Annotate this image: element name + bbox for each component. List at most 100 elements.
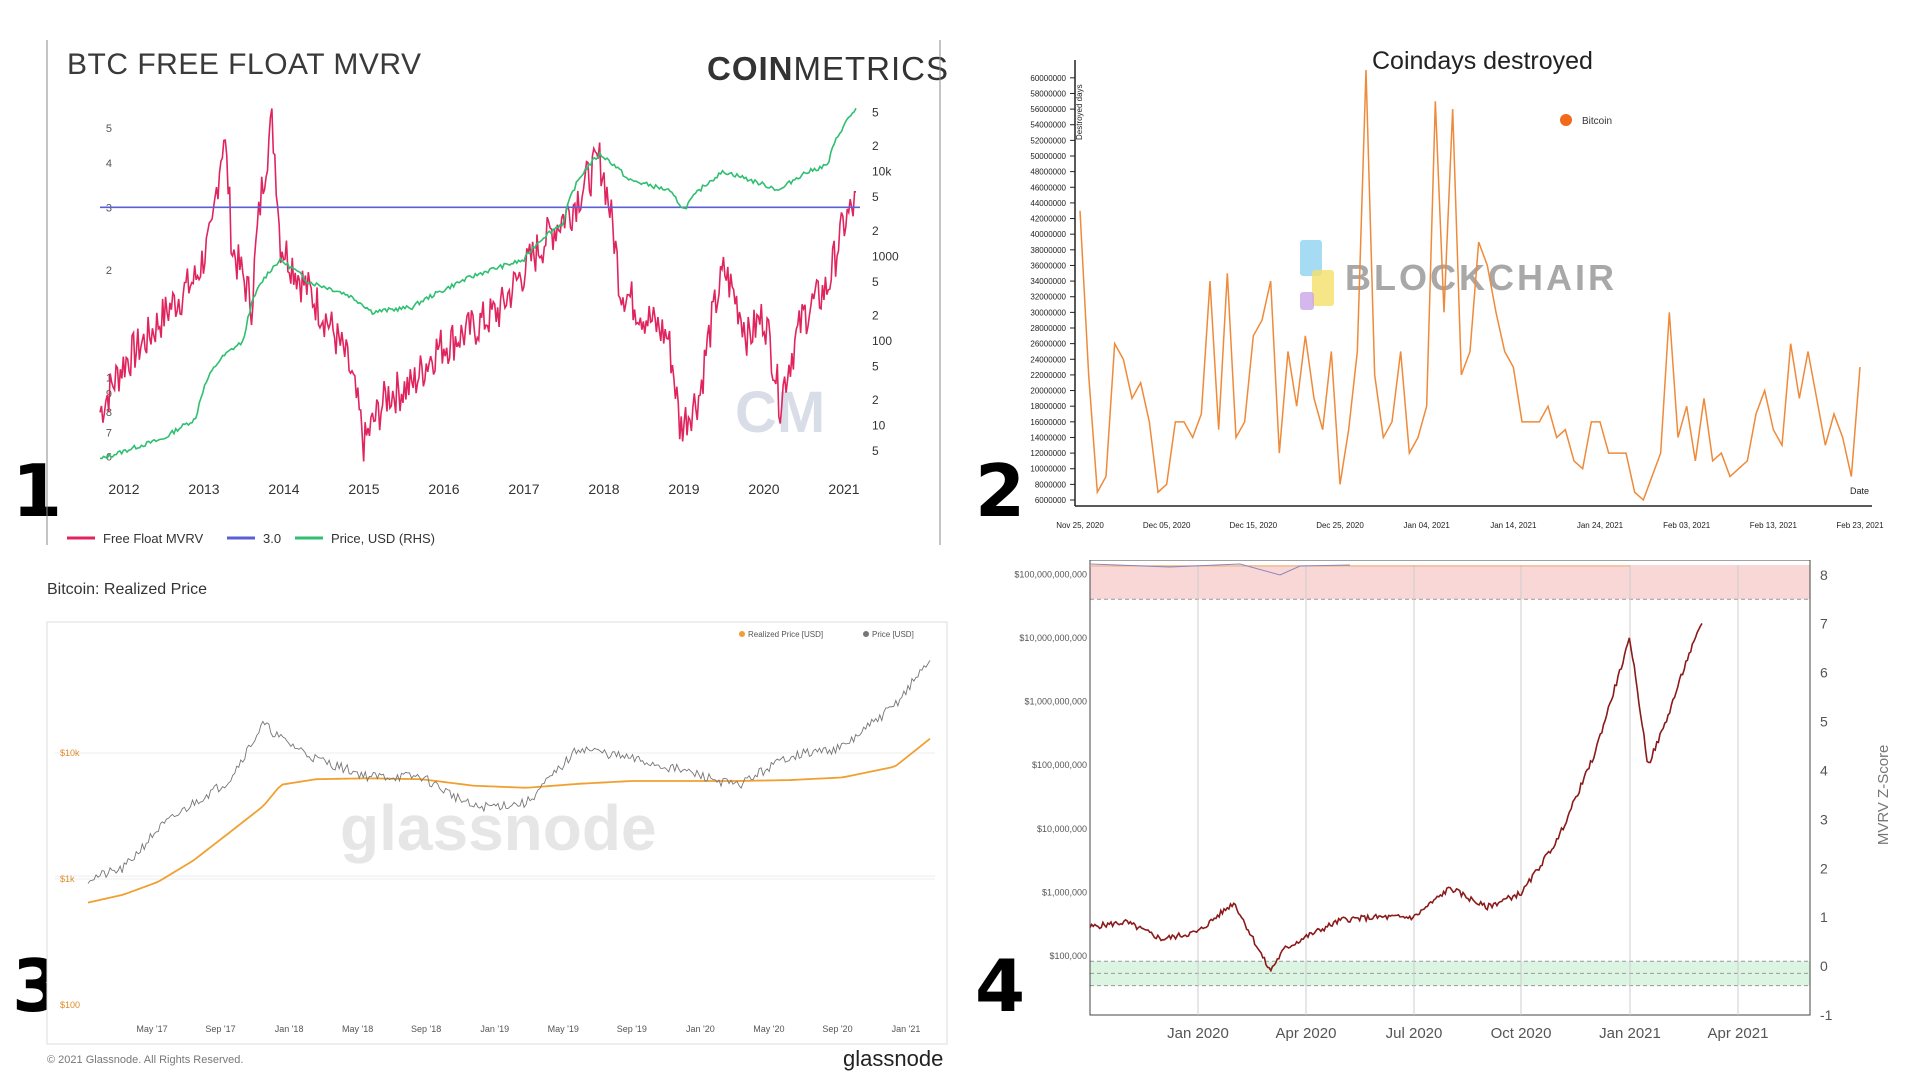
panel1-x-tick: 2021	[828, 481, 859, 497]
panel1-left-tick: 1	[106, 372, 112, 384]
glassnode-logo: glassnode	[843, 1046, 944, 1071]
panel3-x-tick: May '19	[548, 1024, 579, 1034]
panel4-left-tick: $100,000,000	[1032, 760, 1087, 770]
panel4-zscore-line	[1089, 623, 1703, 973]
panel2-x-label: Date	[1850, 486, 1869, 496]
panel3-x-tick: Jan '18	[275, 1024, 304, 1034]
panel4-right-tick: 7	[1820, 616, 1828, 632]
panel4-left-tick: $1,000,000,000	[1024, 697, 1087, 707]
panel1-x-tick: 2019	[668, 481, 699, 497]
panel1-x-tick: 2014	[268, 481, 299, 497]
panel3-frame	[46, 621, 948, 1045]
panel1-right-tick: 1000	[872, 249, 899, 263]
panel2-y-tick: 56000000	[1030, 105, 1066, 114]
panel1-x-tick: 2015	[348, 481, 379, 497]
panel1-right-tick: 5	[872, 444, 879, 458]
panel2-y-tick: 32000000	[1030, 293, 1066, 302]
panel4-right-tick: 0	[1820, 958, 1828, 974]
panel1-right-tick: 10	[872, 419, 886, 433]
panel2-legend-dot	[1560, 114, 1572, 126]
panel-label-2: 2	[975, 449, 1026, 533]
panel4-x-tick: Jul 2020	[1386, 1025, 1443, 1042]
panel4-right-label: MVRV Z-Score	[1875, 745, 1892, 846]
panel2-y-label: Destroyed days	[1075, 84, 1084, 140]
panel1-right-tick: 100	[872, 334, 892, 348]
panel1-right-tick: 2	[872, 139, 879, 153]
panel1-right-tick: 2	[872, 224, 879, 238]
panel2-x-tick: Dec 25, 2020	[1316, 521, 1364, 530]
panel4-x-tick: Apr 2020	[1276, 1025, 1337, 1042]
panel3-x-tick: Jan '19	[480, 1024, 509, 1034]
panel2-y-tick: 18000000	[1030, 402, 1066, 411]
panel3-legend-dot	[739, 631, 745, 637]
panel2-x-tick: Feb 03, 2021	[1663, 521, 1711, 530]
panel2-x-tick: Nov 25, 2020	[1056, 521, 1104, 530]
panel3-footer: © 2021 Glassnode. All Rights Reserved.	[47, 1054, 244, 1066]
panel3-watermark: glassnode	[340, 792, 657, 864]
panel-label-1: 1	[12, 449, 63, 533]
panel3-y-tick: $100	[60, 1000, 80, 1010]
panel4-chart: Jan 2020 Apr 2020 Jul 2020 Oct 2020 Jan 2021…	[1014, 560, 1892, 1042]
panel2-y-tick: 26000000	[1030, 340, 1066, 349]
panel1-mvrv-line	[99, 108, 857, 462]
panel3-y-tick: $1k	[60, 874, 75, 884]
panel2-cdd-line	[1079, 69, 1861, 502]
blockchair-logo-icon	[1300, 240, 1322, 276]
blockchair-logo-icon	[1312, 270, 1334, 306]
panel4-market-cap-line	[1089, 563, 1351, 576]
panel1-left-tick: 6	[106, 452, 112, 464]
panel3-x-tick: May '20	[753, 1024, 784, 1034]
panel3-y-tick: $10k	[60, 748, 80, 758]
panel3-x-tick: Sep '20	[822, 1024, 852, 1034]
panel2-y-tick: 58000000	[1030, 89, 1066, 98]
panel1-legend-label: Price, USD (RHS)	[331, 531, 435, 546]
panel1-x-tick: 2018	[588, 481, 619, 497]
panel4-left-tick: $10,000,000,000	[1019, 633, 1087, 643]
panel3-x-tick: May '17	[136, 1024, 167, 1034]
panel1-x-tick: 2013	[188, 481, 219, 497]
panel2-y-tick: 12000000	[1030, 449, 1066, 458]
panel2-x-tick: Jan 04, 2021	[1404, 521, 1451, 530]
panel2-y-tick: 48000000	[1030, 168, 1066, 177]
panel3-x-tick: Sep '19	[617, 1024, 647, 1034]
panel2-y-tick: 44000000	[1030, 199, 1066, 208]
panel3-legend-dot	[863, 631, 869, 637]
panel2-y-tick: 52000000	[1030, 136, 1066, 145]
panel4-x-tick: Apr 2021	[1708, 1025, 1769, 1042]
panel2-x-tick: Dec 05, 2020	[1143, 521, 1191, 530]
panel4-left-tick: $10,000,000	[1037, 824, 1087, 834]
panel4-left-tick: $1,000,000	[1042, 887, 1087, 897]
panel4-x-tick: Jan 2021	[1599, 1025, 1661, 1042]
panel-label-4: 4	[975, 944, 1026, 1028]
coinmetrics-logo-light: METRICS	[793, 50, 949, 87]
panel2-y-tick: 10000000	[1030, 465, 1066, 474]
panel1-watermark: CM	[735, 380, 825, 445]
panel2-y-tick: 60000000	[1030, 74, 1066, 83]
panel3-x-tick: Sep '18	[411, 1024, 441, 1034]
panel1-x-tick: 2017	[508, 481, 539, 497]
panel1-right-tick: 2	[872, 309, 879, 323]
panel1-right-tick: 2	[872, 393, 879, 407]
panel1-x-tick: 2012	[108, 481, 139, 497]
panel4-frame	[1089, 560, 1811, 1016]
panel2-y-tick: 42000000	[1030, 215, 1066, 224]
panel4-right-tick: 5	[1820, 714, 1828, 730]
panel2-x-tick: Feb 23, 2021	[1836, 521, 1884, 530]
panel3-x-tick: Jan '20	[686, 1024, 715, 1034]
panel2-y-tick: 20000000	[1030, 387, 1066, 396]
panel2-y-tick: 6000000	[1035, 496, 1067, 505]
panel1-right-tick: 5	[872, 360, 879, 374]
panel2-y-tick: 34000000	[1030, 277, 1066, 286]
blockchair-logo-icon	[1300, 292, 1314, 310]
panel4-left-tick: $100,000	[1049, 951, 1087, 961]
panel2-legend-label: Bitcoin	[1582, 116, 1612, 127]
panel2-watermark: BLOCKCHAIR	[1345, 257, 1617, 298]
panel2-y-tick: 8000000	[1035, 480, 1067, 489]
panel4-red-zone	[1090, 565, 1810, 600]
panel1-title: BTC FREE FLOAT MVRV	[67, 48, 422, 81]
panel3-legend-label: Price [USD]	[872, 630, 914, 639]
panel2-x-tick: Jan 24, 2021	[1577, 521, 1624, 530]
panel4-left-tick: $100,000,000,000	[1014, 569, 1087, 579]
panel2-y-tick: 46000000	[1030, 183, 1066, 192]
panel1-left-tick: 5	[106, 123, 112, 135]
